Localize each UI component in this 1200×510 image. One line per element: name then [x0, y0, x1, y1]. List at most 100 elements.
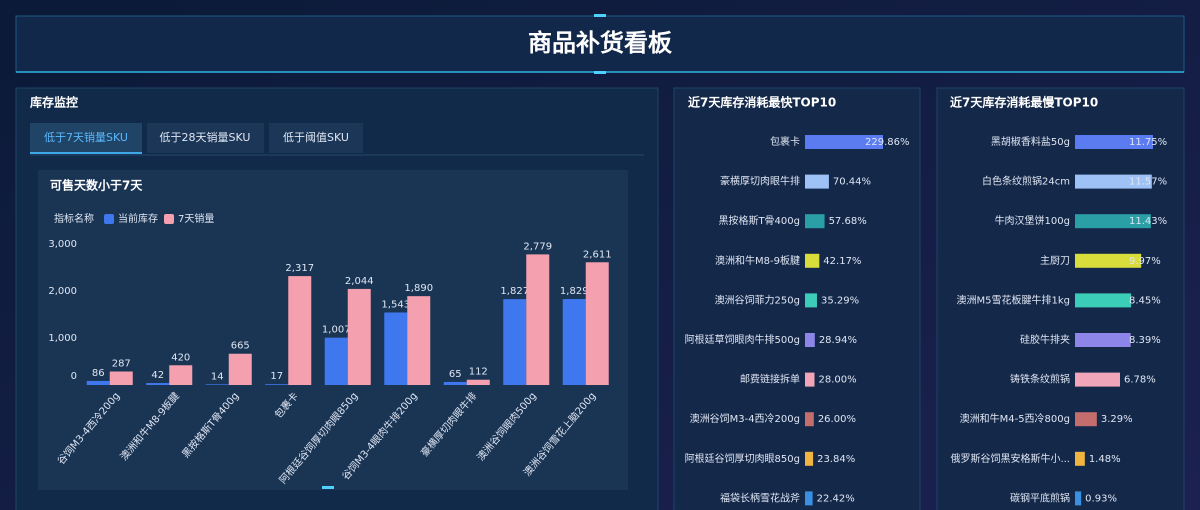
value-label: 6.78% [1124, 375, 1156, 386]
bar [265, 384, 289, 385]
category-label: 阿根廷谷饲厚切肉眼850g [685, 452, 800, 465]
category-label: 铸铁条纹煎锅 [1010, 373, 1070, 386]
tab-label[interactable]: 低于28天销量SKU [160, 130, 251, 144]
value-label: 665 [231, 341, 250, 352]
value-label: 22.42% [817, 493, 855, 504]
value-label: 2,044 [345, 276, 374, 287]
value-label: 11.75% [1129, 137, 1167, 148]
value-label: 2,779 [523, 241, 552, 252]
bar [146, 383, 170, 385]
legend-label: 7天销量 [178, 212, 214, 225]
value-label: 1,543 [381, 299, 410, 310]
page-title: 商品补货看板 [528, 29, 673, 57]
y-tick-label: 1,000 [48, 333, 77, 344]
category-label: 福袋长柄雪花战斧 [720, 491, 800, 504]
bar [407, 296, 431, 385]
bar [805, 491, 813, 506]
bar [443, 381, 467, 385]
slow-panel [936, 87, 1185, 510]
value-label: 42.17% [823, 256, 861, 267]
legend-swatch [164, 214, 174, 224]
value-label: 1,890 [404, 283, 433, 294]
value-label: 0.93% [1085, 493, 1117, 504]
value-label: 70.44% [833, 177, 871, 188]
value-label: 28.94% [819, 335, 857, 346]
category-label: 豪横厚切肉眼牛排 [720, 175, 800, 188]
y-tick-label: 3,000 [48, 239, 77, 250]
value-label: 11.43% [1129, 216, 1167, 227]
value-label: 229.86% [865, 137, 910, 148]
chart-title: 可售天数小于7天 [50, 178, 143, 193]
bar [466, 379, 490, 385]
value-label: 42 [151, 370, 164, 381]
bar [169, 365, 193, 385]
legend-label: 当前库存 [118, 212, 158, 225]
category-label: 澳洲M5雪花板腱牛排1kg [957, 293, 1071, 306]
value-label: 8.39% [1129, 335, 1161, 346]
value-label: 17 [270, 371, 283, 382]
y-tick-label: 0 [71, 371, 77, 382]
panel-notch [322, 486, 334, 489]
tab[interactable] [30, 123, 142, 153]
tab[interactable] [269, 123, 363, 153]
category-label: 澳洲谷饲菲力250g [715, 293, 800, 306]
category-label: 主厨刀 [1040, 255, 1070, 267]
tab-label[interactable]: 低于阈值SKU [283, 130, 349, 144]
tab[interactable] [147, 123, 264, 153]
bar [805, 174, 829, 189]
y-tick-label: 2,000 [48, 286, 77, 297]
bar [1075, 491, 1082, 506]
value-label: 1,007 [322, 325, 351, 336]
value-label: 112 [469, 367, 488, 378]
legend-swatch [104, 214, 114, 224]
bar [805, 214, 825, 229]
value-label: 420 [171, 352, 190, 363]
category-label: 阿根廷草饲眼肉牛排500g [685, 333, 800, 346]
bar [324, 337, 348, 385]
bar [805, 412, 814, 427]
category-label: 澳洲和牛M4-5西冷800g [960, 412, 1070, 425]
value-label: 23.84% [817, 454, 855, 465]
value-label: 8.45% [1129, 295, 1161, 306]
category-label: 黑胡椒香料盐50g [991, 135, 1070, 148]
value-label: 57.68% [829, 216, 867, 227]
value-label: 1,827 [500, 286, 529, 297]
value-label: 9.97% [1129, 256, 1161, 267]
legend-title: 指标名称 [54, 212, 94, 225]
value-label: 35.29% [821, 295, 859, 306]
header-notch [594, 14, 606, 17]
category-label: 黑按格斯T骨400g [718, 214, 800, 227]
panel-title: 库存监控 [30, 95, 78, 110]
value-label: 86 [92, 368, 105, 379]
bar [1075, 214, 1151, 229]
chart-title: 近7天库存消耗最快TOP10 [688, 95, 836, 110]
category-label: 俄罗斯谷饲黑安格斯牛小... [950, 452, 1070, 465]
bar [585, 262, 609, 385]
value-label: 26.00% [818, 414, 856, 425]
value-label: 11.57% [1129, 177, 1167, 188]
value-label: 2,611 [583, 249, 612, 260]
bar [288, 276, 312, 385]
header-box [15, 15, 1185, 73]
category-label: 硅胶牛排夹 [1020, 333, 1070, 346]
value-label: 1,829 [560, 286, 589, 297]
header-notch [594, 71, 606, 74]
bar [805, 253, 820, 268]
bar [1075, 135, 1153, 149]
value-label: 28.00% [819, 375, 857, 386]
bar [228, 353, 252, 385]
value-label: 287 [112, 359, 131, 370]
bar [86, 380, 110, 385]
category-label: 澳洲谷饲M3-4西冷200g [690, 412, 800, 425]
bar [526, 254, 550, 385]
category-label: 白色条纹煎锅24cm [982, 175, 1070, 188]
bar [109, 371, 133, 385]
category-label: 碳钢平底煎锅 [1010, 491, 1070, 504]
category-label: 澳洲和牛M8-9板腱 [715, 254, 800, 267]
fast-panel [673, 87, 921, 510]
bar [805, 293, 817, 308]
bar [1075, 174, 1152, 189]
tab-label[interactable]: 低于7天销量SKU [44, 130, 128, 144]
